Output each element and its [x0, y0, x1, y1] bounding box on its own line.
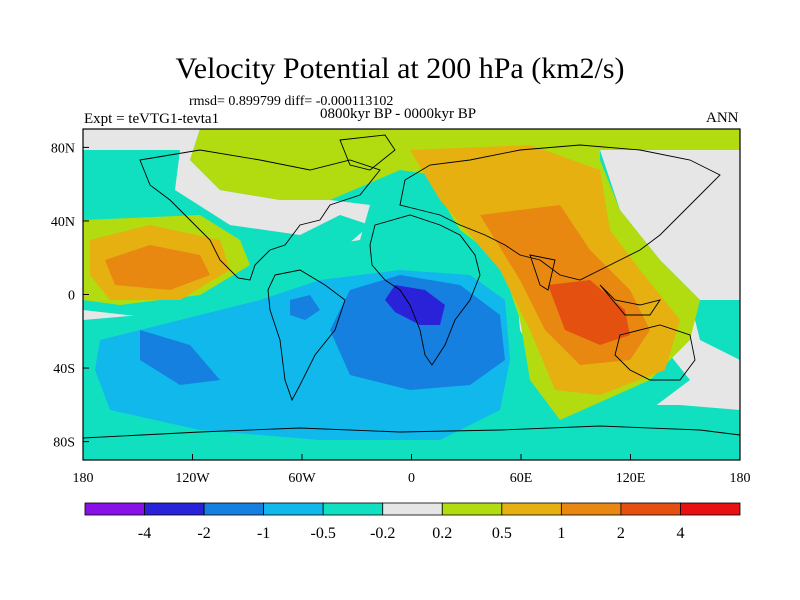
- period-label: 0800kyr BP - 0000kyr BP: [320, 106, 477, 122]
- coastline-australia: [614, 324, 696, 381]
- colorbar-label: 0.2: [432, 525, 452, 542]
- contour-fill: [83, 129, 740, 460]
- lon-tick-label: 180: [73, 471, 94, 486]
- colorbar-label: -1: [257, 525, 270, 542]
- colorbar-swatch: [680, 502, 741, 516]
- colorbar-label: 0.5: [492, 525, 512, 542]
- coastline-africa: [369, 214, 481, 366]
- colorbar-label: -4: [138, 525, 151, 542]
- contour-region-orange: [105, 245, 210, 290]
- colorbar-label: -0.5: [311, 525, 336, 542]
- colorbar-swatch: [144, 502, 205, 516]
- coastline-southeast-asia: [599, 284, 662, 316]
- colorbar-swatch: [322, 502, 384, 516]
- colorbar-label: 1: [557, 525, 565, 542]
- lon-tick-label: 60W: [288, 471, 316, 486]
- coastline-greenland: [339, 134, 396, 171]
- lon-tick-label: 60E: [510, 471, 533, 486]
- lat-tick-label: 40N: [51, 215, 75, 230]
- colorbar-swatch: [560, 502, 622, 516]
- coastline-north-america: [139, 149, 381, 281]
- coastline-antarctica: [83, 425, 740, 439]
- colorbar-label: 2: [617, 525, 625, 542]
- contour-region-dark-blue: [385, 285, 445, 325]
- lat-tick-label: 0: [68, 289, 75, 304]
- colorbar-swatch: [620, 502, 681, 516]
- colorbar-swatch: [501, 502, 562, 516]
- contour-region-mid-blue: [290, 295, 320, 320]
- colorbar: -4 -2 -1 -0.5 -0.2 0.2 0.5 1 2 4: [84, 502, 741, 542]
- experiment-label: Expt = teVTG1-tevta1: [84, 111, 220, 127]
- coastline-south-america: [267, 269, 346, 402]
- lat-tick-label: 80N: [51, 141, 75, 156]
- lon-tick-label: 180: [730, 471, 751, 486]
- season-label: ANN: [706, 110, 739, 126]
- lon-tick-label: 120E: [616, 471, 646, 486]
- lon-tick-label: 120W: [175, 471, 210, 486]
- latitude-axis: 80N 40N 0 40S 80S: [51, 141, 89, 451]
- colorbar-swatch: [203, 502, 265, 516]
- colorbar-label: 4: [676, 525, 684, 542]
- stats-label: rmsd= 0.899799 diff= -0.000113102: [189, 94, 394, 109]
- longitude-axis: 180 120W 60W 0 60E 120E 180: [73, 454, 751, 486]
- colorbar-swatch: [263, 502, 324, 516]
- coastlines: [83, 134, 740, 439]
- lat-tick-label: 80S: [53, 436, 75, 451]
- contour-region-red-orange: [548, 280, 630, 345]
- coastline-eurasia: [399, 144, 721, 281]
- contour-region-mid-blue: [140, 330, 220, 385]
- colorbar-swatch: [382, 502, 443, 516]
- colorbar-swatch: [84, 502, 145, 516]
- figure-title: Velocity Potential at 200 hPa (km2/s): [175, 52, 625, 85]
- colorbar-label: -0.2: [370, 525, 395, 542]
- coastline-india: [529, 254, 556, 291]
- colorbar-label: -2: [197, 525, 210, 542]
- contour-region-mid-blue: [330, 275, 505, 390]
- lon-tick-label: 0: [408, 471, 415, 486]
- colorbar-swatch: [441, 502, 503, 516]
- lat-tick-label: 40S: [53, 362, 75, 377]
